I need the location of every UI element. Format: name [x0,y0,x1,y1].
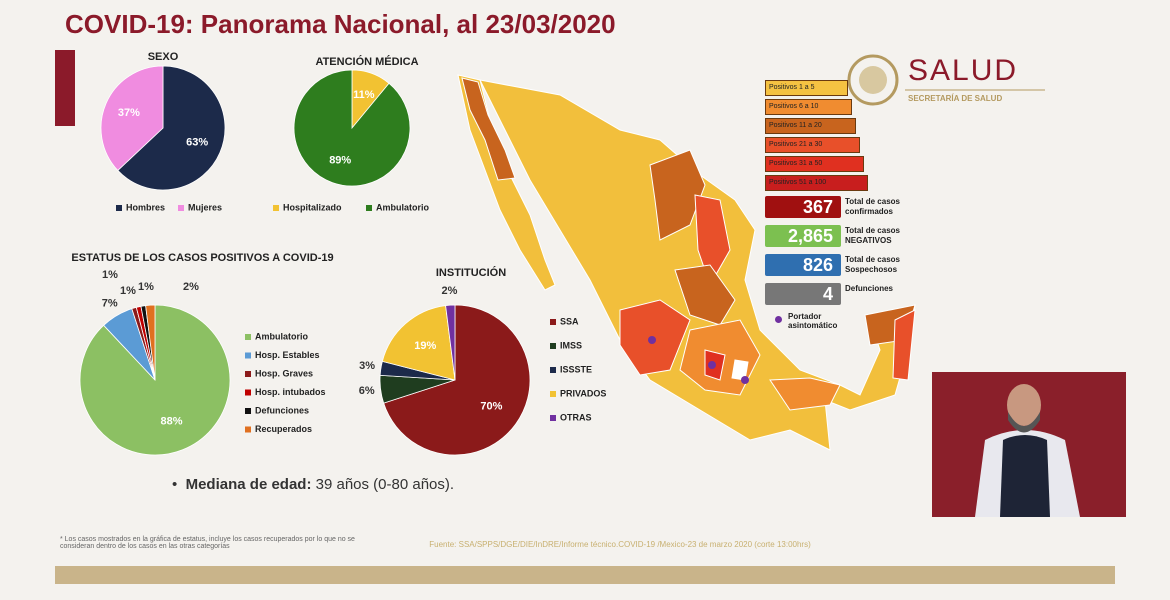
accent-bar [55,50,75,126]
legend-swatch [245,389,251,396]
legend-swatch [178,205,184,211]
stat-value: 2,865 [765,225,841,247]
carrier-dot [775,316,782,323]
median-value: 39 años (0-80 años). [315,476,455,493]
stat-label: Total de casos NEGATIVOS [845,226,900,245]
map-legend-item: Positivos 6 a 10 [765,99,852,115]
carrier-label: Portador asintomático [788,312,838,330]
median-label: Mediana de edad: [185,476,312,493]
legend-label: Ambulatorio [376,202,430,212]
data-label: 1% [102,269,118,281]
data-label: 88% [161,416,183,428]
pie-slice [293,69,411,187]
legend-swatch [245,371,251,377]
map-legend-item: Positivos 1 a 5 [765,80,848,96]
legend-swatch [245,334,251,340]
legend-label: Hosp. Graves [255,368,313,378]
data-label: 89% [329,155,351,167]
map-legend-item: Positivos 21 a 30 [765,137,860,153]
pie-slice [117,65,226,191]
legend-swatch [245,352,251,359]
legend-label: PRIVADOS [560,388,606,398]
pie-slice [145,304,156,381]
pie-title: ATENCIÓN MÉDICA [315,55,418,68]
legend-label: Hosp. intubados [255,387,326,397]
pie-title: ESTATUS DE LOS CASOS POSITIVOS A COVID-1… [71,252,334,264]
data-label: 2% [183,281,199,293]
legend-label: Ambulatorio [255,331,309,341]
data-label: 70% [480,400,502,412]
pie-title: SEXO [148,51,179,63]
pie-slice [445,304,456,381]
source: Fuente: SSA/SPPS/DGE/DIE/InDRE/Informe t… [429,540,811,549]
legend-swatch [116,205,122,211]
data-label: 19% [414,340,436,352]
legend-label: OTRAS [560,412,592,422]
legend-swatch [550,367,556,373]
presenter-video [932,372,1126,517]
legend-swatch [550,343,556,349]
pie-slice [100,65,164,172]
legend-label: SSA [560,316,579,326]
map [457,74,916,451]
legend-swatch [245,426,251,433]
footnote: * Los casos mostrados en la gráfica de e… [60,536,355,550]
legend-swatch [550,415,556,421]
data-label: 63% [186,137,208,149]
pie-slice [381,305,456,381]
data-label: 2% [441,285,457,297]
stat-label: Total de casos Sospechosos [845,255,900,274]
logo: SALUD SECRETARÍA DE SALUD [847,54,1045,106]
median: • Mediana de edad: 39 años (0-80 años). [172,476,455,493]
page-title: COVID-19: Panorama Nacional, al 23/03/20… [65,9,616,39]
stat-label: Total de casos confirmados [845,197,900,216]
legend-swatch [366,205,372,211]
map-legend-item: Positivos 11 a 20 [765,118,856,134]
data-label: 6% [359,385,375,397]
legend-label: Hospitalizado [283,202,342,212]
data-label: 3% [359,360,375,372]
bottom-band [55,566,1115,584]
logo-subtitle: SECRETARÍA DE SALUD [908,94,1002,103]
legend-label: ISSSTE [560,364,592,374]
legend-label: Defunciones [255,405,309,415]
map-legend-item: Positivos 51 a 100 [765,175,868,191]
stat-label: Defunciones [845,284,894,293]
data-label: 1% [120,285,136,297]
stat-value: 826 [765,254,841,276]
legend-label: Mujeres [188,202,222,212]
data-label: 11% [353,89,375,101]
legend-label: IMSS [560,340,582,350]
data-label: 37% [118,107,140,119]
pie-slice [383,304,531,456]
map-legend-item: Positivos 31 a 50 [765,156,864,172]
legend-swatch [273,205,279,211]
data-label: 7% [102,297,118,309]
logo-name: SALUD [908,54,1018,87]
legend-label: Hosp. Estables [255,350,320,360]
legend-label: Hombres [126,202,165,212]
stat-value: 367 [765,196,841,218]
legend-swatch [550,319,556,325]
legend-swatch [550,391,556,397]
legend-label: Recuperados [255,424,312,434]
pie-title: INSTITUCIÓN [436,266,506,279]
stat-value: 4 [765,283,841,305]
legend-swatch [245,408,251,414]
data-label: 1% [138,281,154,293]
